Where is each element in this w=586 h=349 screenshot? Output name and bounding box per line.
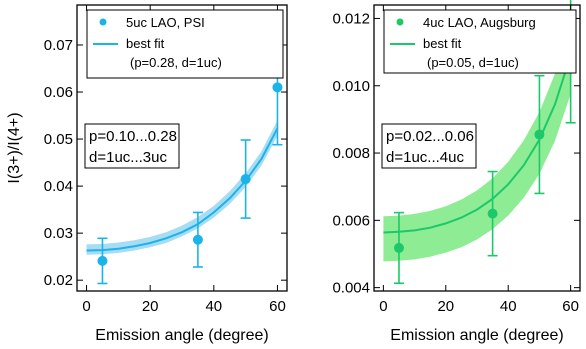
left-x-axis-label: Emission angle (degree)	[95, 327, 268, 344]
left-annotation-box	[84, 123, 180, 169]
right-annotation: p=0.02...0.06 d=1uc...4uc	[381, 123, 477, 169]
x-tick-label: 0	[379, 298, 387, 315]
data-marker	[192, 234, 203, 245]
y-tick-label: 0.03	[44, 225, 73, 242]
y-tick-label: 0.07	[44, 37, 73, 54]
data-marker	[393, 242, 404, 253]
left-legend-fit-label: best fit	[126, 36, 165, 51]
left-annotation: p=0.10...0.28 d=1uc...3uc	[84, 123, 180, 169]
left-y-ticks: 0.02 0.03 0.04 0.05 0.06 0.07	[44, 37, 287, 289]
left-x-ticks: 0 20 40 60	[82, 5, 286, 315]
data-marker	[487, 208, 498, 219]
x-tick-label: 20	[142, 298, 159, 315]
left-chart: 0 20 40 60 0.02 0.03 0.04 0.05 0.06 0.07 Emissio…	[6, 4, 288, 344]
y-tick-label: 0.04	[44, 178, 73, 195]
left-data-point	[97, 237, 108, 285]
right-chart: 0 20 40 60 0.004 0.006 0.008 0.010 0.012 Emissi…	[332, 0, 581, 344]
x-tick-label: 40	[205, 298, 222, 315]
right-legend-fit-label: best fit	[423, 36, 462, 51]
left-legend-box	[86, 9, 284, 79]
x-tick-label: 60	[269, 298, 286, 315]
y-tick-label: 0.004	[332, 280, 370, 297]
right-data-point	[487, 170, 498, 257]
y-tick-label: 0.05	[44, 131, 73, 148]
data-marker	[97, 255, 108, 266]
right-fit-confidence-band	[383, 21, 571, 262]
right-data-point	[534, 74, 545, 195]
data-marker	[534, 129, 545, 140]
left-plot-frame	[76, 4, 288, 292]
left-legend-marker	[99, 18, 107, 26]
right-data-point	[393, 211, 404, 285]
left-annotation-line-2: d=1uc...3uc	[89, 149, 167, 166]
right-annotation-box	[381, 123, 477, 169]
left-data-point	[240, 139, 251, 219]
y-tick-label: 0.010	[332, 78, 370, 95]
left-y-axis-label: I(3+)/I(4+)	[6, 112, 23, 183]
right-plot-frame	[373, 4, 581, 292]
x-tick-label: 60	[562, 298, 579, 315]
y-tick-label: 0.06	[44, 84, 73, 101]
right-y-ticks: 0.004 0.006 0.008 0.010 0.012	[332, 10, 580, 297]
x-tick-label: 40	[500, 298, 517, 315]
left-legend-fit-params: (p=0.28, d=1uc)	[130, 55, 222, 70]
right-legend-fit-params: (p=0.05, d=1uc)	[427, 55, 519, 70]
data-marker	[272, 82, 283, 93]
right-x-ticks: 0 20 40 60	[379, 5, 579, 315]
right-annotation-line-2: d=1uc...4uc	[386, 149, 464, 166]
y-tick-label: 0.008	[332, 145, 370, 162]
right-legend-marker	[396, 18, 404, 26]
y-tick-label: 0.012	[332, 10, 370, 27]
right-legend-box	[383, 9, 577, 74]
y-tick-label: 0.02	[44, 272, 73, 289]
x-tick-label: 20	[437, 298, 454, 315]
left-legend: 5uc LAO, PSI best fit (p=0.28, d=1uc)	[86, 9, 284, 79]
right-legend: 4uc LAO, Augsburg best fit (p=0.05, d=1u…	[383, 9, 577, 74]
left-data-point	[192, 211, 203, 268]
right-annotation-line-1: p=0.02...0.06	[386, 128, 474, 145]
left-legend-points-label: 5uc LAO, PSI	[126, 15, 205, 30]
right-legend-points-label: 4uc LAO, Augsburg	[423, 15, 536, 30]
y-tick-label: 0.006	[332, 212, 370, 229]
data-marker	[240, 174, 251, 185]
right-x-axis-label: Emission angle (degree)	[390, 327, 563, 344]
left-annotation-line-1: p=0.10...0.28	[89, 128, 177, 145]
x-tick-label: 0	[82, 298, 90, 315]
